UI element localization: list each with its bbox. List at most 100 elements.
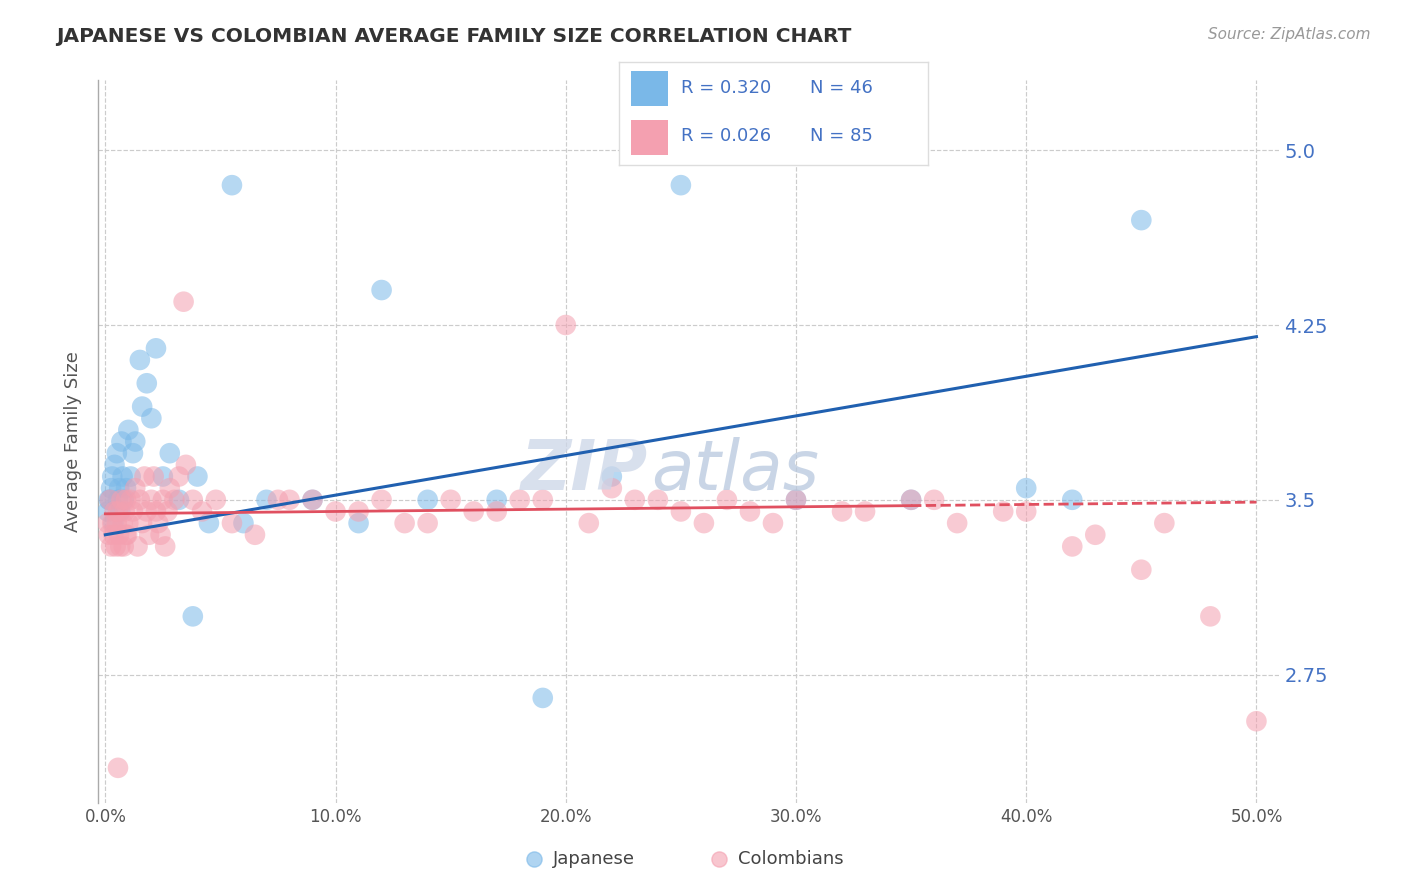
Y-axis label: Average Family Size: Average Family Size xyxy=(63,351,82,532)
Point xyxy=(600,481,623,495)
Point xyxy=(115,481,138,495)
Point xyxy=(243,528,266,542)
Point xyxy=(97,516,120,530)
Point xyxy=(669,178,692,193)
Text: Source: ZipAtlas.com: Source: ZipAtlas.com xyxy=(1208,27,1371,42)
Point xyxy=(152,492,174,507)
Point xyxy=(101,516,124,530)
Point xyxy=(124,434,146,449)
Point xyxy=(1130,563,1153,577)
Point xyxy=(301,492,323,507)
Point xyxy=(1062,492,1084,507)
Point xyxy=(1015,481,1038,495)
Point xyxy=(153,540,176,554)
Point xyxy=(114,504,136,518)
Point xyxy=(128,353,150,368)
Point xyxy=(186,469,208,483)
Point xyxy=(191,504,214,518)
Point xyxy=(135,376,157,391)
Point xyxy=(107,504,129,518)
Point xyxy=(853,504,876,518)
Point xyxy=(267,492,290,507)
Point xyxy=(105,446,128,460)
Point xyxy=(152,469,174,483)
Point xyxy=(578,516,600,530)
Point xyxy=(107,492,129,507)
Text: R = 0.320: R = 0.320 xyxy=(681,79,770,97)
Point xyxy=(174,458,197,472)
Point xyxy=(110,540,132,554)
Point xyxy=(142,469,165,483)
Point xyxy=(1153,516,1175,530)
Point xyxy=(785,492,807,507)
Point xyxy=(145,504,167,518)
Point xyxy=(135,504,157,518)
Point xyxy=(103,504,125,518)
Point xyxy=(1084,528,1107,542)
Point xyxy=(167,492,190,507)
Text: ZIP: ZIP xyxy=(520,437,648,504)
Point xyxy=(149,528,172,542)
Point xyxy=(669,504,692,518)
Text: N = 46: N = 46 xyxy=(810,79,873,97)
Point xyxy=(97,492,120,507)
Text: N = 85: N = 85 xyxy=(810,128,873,145)
Point xyxy=(946,516,969,530)
Point xyxy=(112,492,135,507)
Point xyxy=(624,492,647,507)
Point xyxy=(762,516,785,530)
Point xyxy=(831,504,853,518)
Point xyxy=(523,851,546,865)
Point xyxy=(110,434,132,449)
Point xyxy=(141,492,163,507)
Point xyxy=(108,528,131,542)
Point xyxy=(181,492,204,507)
Point xyxy=(131,516,153,530)
Point xyxy=(98,492,121,507)
Point xyxy=(108,481,131,495)
Bar xyxy=(631,120,668,155)
Point xyxy=(900,492,922,507)
Point xyxy=(138,528,160,542)
Point xyxy=(325,504,347,518)
Point xyxy=(111,516,134,530)
Point xyxy=(738,504,761,518)
Point xyxy=(120,492,142,507)
Point xyxy=(440,492,463,507)
Point xyxy=(647,492,669,507)
Point xyxy=(100,540,122,554)
Point xyxy=(122,446,145,460)
Point xyxy=(221,178,243,193)
Point xyxy=(107,761,129,775)
Point xyxy=(485,504,508,518)
Text: Colombians: Colombians xyxy=(738,849,844,868)
Point xyxy=(103,516,125,530)
Point xyxy=(509,492,531,507)
Point xyxy=(163,492,186,507)
Point xyxy=(110,504,132,518)
Point xyxy=(141,411,163,425)
Bar xyxy=(631,70,668,105)
Point xyxy=(120,469,142,483)
Point xyxy=(278,492,301,507)
Point xyxy=(1062,540,1084,554)
Text: atlas: atlas xyxy=(651,437,820,504)
Point xyxy=(127,540,149,554)
Point xyxy=(347,516,370,530)
Point xyxy=(205,492,228,507)
Point xyxy=(101,469,124,483)
Text: JAPANESE VS COLOMBIAN AVERAGE FAMILY SIZE CORRELATION CHART: JAPANESE VS COLOMBIAN AVERAGE FAMILY SIZ… xyxy=(56,27,852,45)
Point xyxy=(900,492,922,507)
Point xyxy=(221,516,243,530)
Point xyxy=(181,609,204,624)
Point xyxy=(122,504,145,518)
Point xyxy=(134,469,156,483)
Point xyxy=(117,516,139,530)
Point xyxy=(463,504,485,518)
Point xyxy=(110,492,132,507)
Point xyxy=(993,504,1015,518)
Point xyxy=(173,294,195,309)
Point xyxy=(301,492,323,507)
Point xyxy=(232,516,254,530)
Point xyxy=(100,481,122,495)
